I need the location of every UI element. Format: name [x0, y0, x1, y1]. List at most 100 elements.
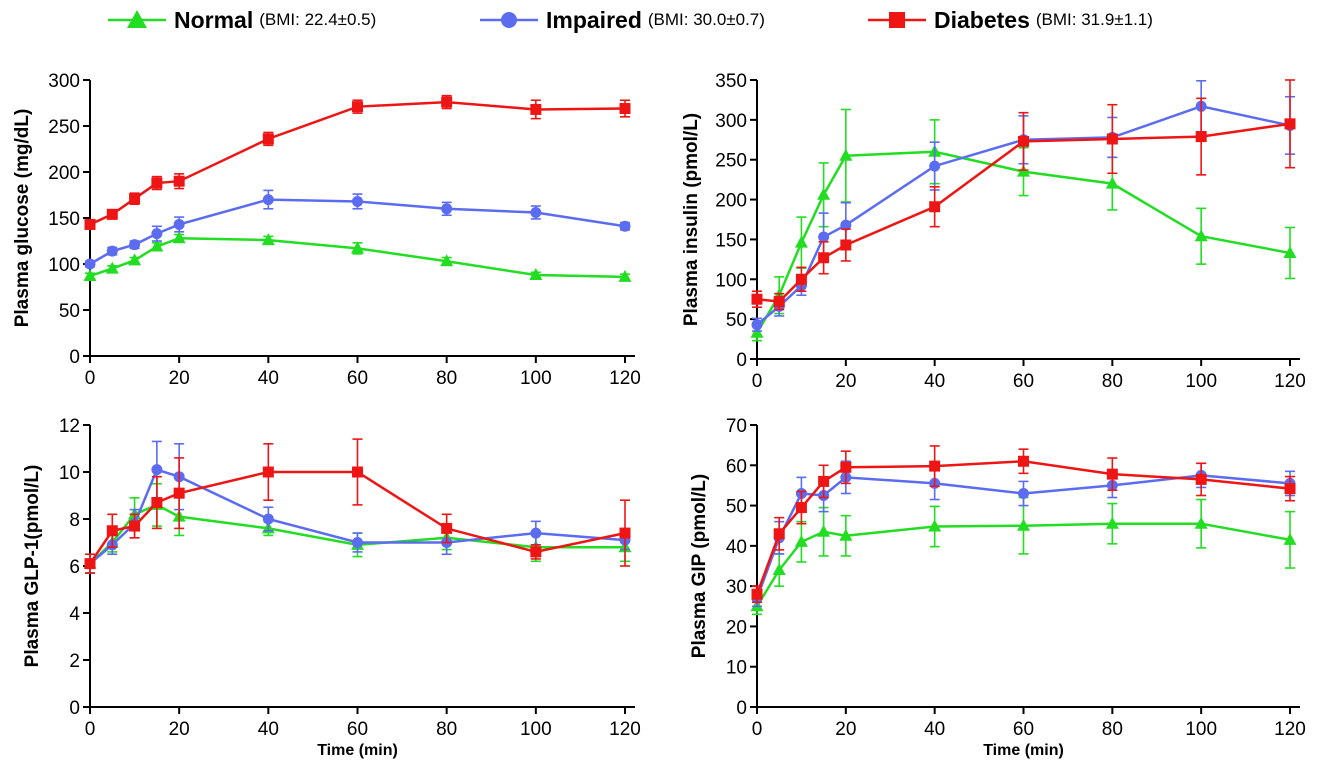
data-point: [1284, 483, 1296, 495]
data-point: [84, 258, 96, 270]
y-axis-label: Plasma GIP (pmol/L): [689, 474, 710, 658]
y-tick-label: 50: [59, 301, 80, 322]
x-tick-label: 20: [835, 371, 856, 392]
data-point: [440, 254, 454, 267]
series-normal: [83, 231, 632, 282]
data-point: [352, 101, 363, 113]
y-tick-label: 50: [726, 310, 747, 331]
series-normal: [750, 496, 1297, 616]
y-tick-label: 200: [48, 163, 80, 184]
data-point: [441, 203, 453, 215]
data-point: [352, 195, 363, 207]
data-point: [1106, 133, 1118, 145]
legend-name: Impaired: [546, 6, 642, 33]
data-point: [106, 245, 118, 257]
data-point: [619, 103, 631, 115]
data-point: [1105, 516, 1119, 529]
data-point: [151, 228, 163, 240]
data-point: [929, 160, 941, 172]
data-point: [751, 588, 763, 600]
data-point: [352, 466, 363, 478]
data-point: [1106, 468, 1118, 480]
x-tick-label: 60: [1013, 719, 1034, 740]
legend-bmi: (BMI: 30.0±0.7): [647, 10, 765, 29]
data-point: [817, 524, 831, 537]
series-line: [89, 198, 626, 266]
series-impaired: [84, 440, 631, 574]
data-point: [619, 220, 631, 232]
data-point: [1194, 516, 1208, 529]
data-point: [619, 527, 631, 539]
series-line: [755, 460, 1291, 595]
data-point: [262, 513, 274, 525]
legend-marker-square-icon: [868, 12, 926, 28]
series-diabetes: [84, 438, 631, 574]
y-tick-label: 0: [736, 350, 747, 371]
x-tick-label: 40: [924, 719, 945, 740]
y-tick-label: 12: [59, 416, 80, 437]
data-point: [795, 273, 807, 285]
legend-item-impaired: Impaired (BMI: 30.0±0.7): [480, 4, 765, 36]
data-point: [751, 319, 763, 331]
data-point: [1018, 455, 1029, 467]
y-tick-label: 350: [715, 71, 747, 92]
data-point: [173, 218, 185, 230]
data-point: [530, 206, 542, 218]
data-point: [618, 269, 632, 282]
data-point: [151, 177, 163, 189]
y-tick-label: 300: [48, 71, 80, 92]
y-tick-label: 50: [726, 497, 747, 518]
data-point: [1105, 176, 1119, 189]
legend-name: Diabetes: [934, 6, 1030, 33]
y-tick-label: 150: [48, 209, 80, 230]
data-point: [441, 522, 453, 534]
data-point: [262, 466, 274, 478]
data-point: [840, 219, 852, 231]
x-tick-label: 20: [169, 719, 190, 740]
series-line: [756, 105, 1291, 326]
y-tick-label: 8: [69, 510, 80, 531]
data-point: [530, 527, 542, 539]
series-line: [89, 100, 626, 226]
data-point: [1195, 131, 1207, 143]
series-line: [756, 122, 1291, 303]
data-point: [351, 241, 364, 254]
data-point: [261, 233, 275, 246]
legend-bmi: (BMI: 22.4±0.5): [259, 10, 377, 29]
x-tick-label: 60: [1013, 371, 1034, 392]
y-tick-label: 2: [69, 651, 80, 672]
data-point: [84, 218, 96, 230]
x-tick-label: 120: [1274, 371, 1306, 392]
y-tick-label: 10: [726, 658, 747, 679]
data-point: [928, 519, 942, 532]
data-point: [129, 520, 141, 532]
y-tick-label: 250: [48, 117, 80, 138]
y-tick-label: 250: [715, 151, 747, 172]
y-axis-label: Plasma insulin (pmol/L): [681, 113, 702, 326]
data-point: [751, 293, 763, 305]
y-tick-label: 100: [715, 270, 747, 291]
x-tick-label: 0: [752, 371, 763, 392]
legend-item-normal: Normal (BMI: 22.4±0.5): [108, 4, 376, 36]
x-tick-label: 100: [1185, 719, 1217, 740]
x-tick-label: 120: [609, 368, 641, 389]
legend-bmi: (BMI: 31.9±1.1): [1035, 10, 1153, 29]
data-point: [794, 534, 808, 547]
x-tick-label: 40: [258, 719, 279, 740]
y-tick-label: 0: [736, 698, 747, 719]
data-point: [106, 525, 118, 537]
x-axis-label: Time (min): [317, 742, 398, 759]
data-point: [106, 208, 118, 220]
data-point: [262, 194, 274, 206]
x-tick-label: 0: [752, 719, 763, 740]
x-tick-label: 80: [1102, 719, 1123, 740]
data-point: [172, 231, 186, 244]
data-point: [817, 187, 831, 200]
y-tick-label: 200: [715, 191, 747, 212]
x-tick-label: 0: [85, 719, 96, 740]
data-point: [1017, 518, 1030, 531]
legend-name: Normal: [174, 6, 254, 33]
data-point: [1195, 473, 1207, 485]
data-point: [150, 239, 164, 252]
